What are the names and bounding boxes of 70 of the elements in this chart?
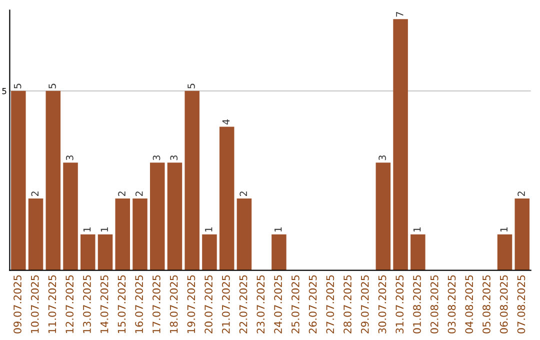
bar (115, 198, 130, 270)
x-tick-label: 31.07.2025 (396, 275, 404, 334)
data-label: 3 (152, 155, 160, 160)
data-label: 2 (518, 192, 525, 196)
x-tick-label: 19.07.2025 (187, 275, 196, 333)
data-label: 2 (240, 192, 247, 196)
x-tick-label: 26.07.2025 (308, 275, 317, 334)
bar (132, 198, 148, 270)
x-tick-label: 25.07.2025 (291, 275, 300, 334)
bar (150, 162, 165, 270)
bar (46, 90, 61, 270)
data-label: 1 (274, 227, 282, 232)
bar (11, 90, 26, 270)
x-tick-label: 12.07.2025 (66, 275, 74, 333)
x-tick-label: 29.07.2025 (360, 275, 369, 334)
x-tick-label: 24.07.2025 (274, 275, 282, 334)
x-tick-label: 27.07.2025 (326, 275, 334, 334)
data-label: 7 (396, 12, 404, 17)
x-tick-label: 11.07.2025 (48, 275, 56, 333)
data-label: 2 (135, 192, 143, 196)
x-tick-label: 20.07.2025 (204, 275, 212, 334)
data-label: 2 (118, 192, 126, 196)
x-tick-label: 07.08.2025 (517, 275, 526, 334)
bar (98, 234, 113, 270)
data-label: 1 (83, 227, 91, 232)
bar (167, 162, 182, 270)
x-tick-label: 02.08.2025 (430, 275, 438, 334)
x-tick-label: 13.07.2025 (83, 275, 91, 333)
bar (236, 198, 252, 270)
data-label: 1 (414, 227, 421, 232)
bar (497, 234, 512, 270)
x-tick-label: 15.07.2025 (118, 275, 126, 333)
x-tick-label: 09.07.2025 (14, 275, 22, 334)
x-tick-label: 01.08.2025 (413, 275, 421, 334)
bar (80, 234, 96, 270)
data-label: 3 (378, 155, 386, 160)
x-tick-label: 04.08.2025 (465, 275, 474, 334)
x-tick-label: 16.07.2025 (135, 275, 144, 333)
bar (410, 234, 426, 270)
bar (28, 198, 44, 270)
data-label: 1 (100, 227, 108, 232)
x-tick-label: 14.07.2025 (100, 275, 108, 333)
x-tick-label: 17.07.2025 (152, 275, 160, 333)
data-label: 5 (2, 88, 6, 94)
data-label: 2 (31, 192, 38, 196)
bar (514, 198, 530, 270)
x-tick-label: 18.07.2025 (170, 275, 178, 333)
bar (63, 162, 78, 270)
x-tick-label: 28.07.2025 (344, 275, 352, 334)
x-tick-label: 06.08.2025 (500, 275, 508, 334)
x-tick-label: 21.07.2025 (222, 275, 230, 334)
data-label: 5 (48, 84, 56, 88)
data-label: 1 (500, 227, 508, 232)
x-tick-label: 22.07.2025 (239, 275, 248, 334)
bar (393, 19, 408, 270)
data-label: 3 (170, 155, 178, 160)
bar (219, 126, 234, 270)
data-label: 5 (188, 84, 195, 88)
bar (376, 162, 391, 270)
data-label: 3 (66, 155, 74, 160)
bar (184, 90, 200, 270)
x-tick-label: 05.08.2025 (482, 275, 490, 334)
x-tick-label: 30.07.2025 (378, 275, 386, 334)
x-tick-label: 10.07.2025 (30, 275, 39, 333)
x-tick-label: 23.07.2025 (256, 275, 265, 334)
bar (202, 234, 217, 270)
data-label: 4 (222, 119, 230, 125)
bar (272, 234, 286, 270)
data-label: 1 (205, 227, 212, 232)
x-tick-label: 03.08.2025 (448, 275, 456, 334)
